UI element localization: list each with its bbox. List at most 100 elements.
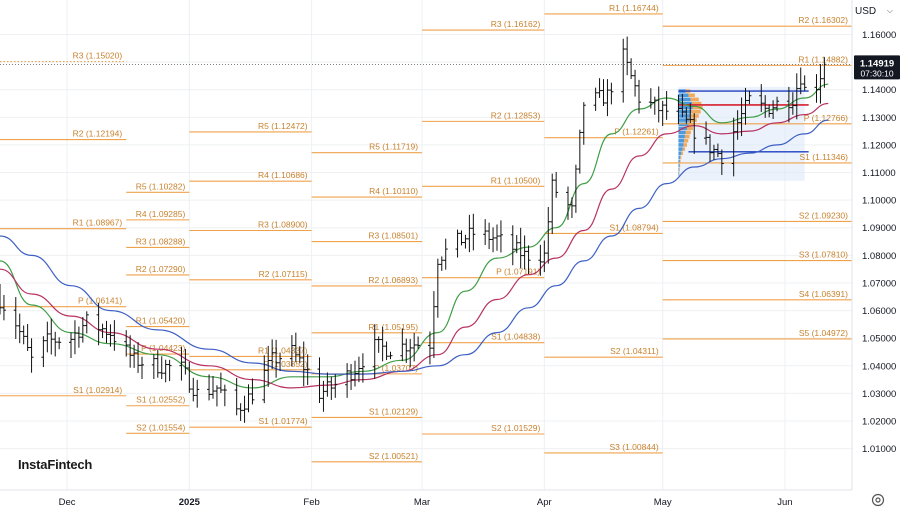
price-tick-label: 1.08000	[862, 251, 896, 262]
pivot-label: R3 (1.08501)	[368, 231, 418, 241]
volume-profile-row-up	[678, 168, 679, 172]
currency-select[interactable]: USD ⌵	[852, 2, 896, 20]
volume-profile-row-up	[678, 151, 681, 155]
pivot-label: S1 (1.02552)	[136, 395, 185, 405]
time-tick-label: 2025	[179, 497, 201, 508]
time-tick-label: Feb	[303, 497, 319, 508]
pivot-label: S1 (1.02129)	[369, 406, 418, 416]
time-axis: Dec 2025 Feb Mar Apr May Jun	[0, 490, 900, 510]
currency-label: USD	[855, 6, 876, 17]
grid	[0, 0, 852, 490]
volume-profile-row-down	[686, 131, 691, 135]
time-tick-label: Jun	[777, 497, 792, 508]
time-tick-label: Dec	[59, 497, 76, 508]
volume-profile-row-up	[678, 139, 684, 143]
pivot-label: S2 (1.01554)	[136, 422, 185, 432]
volume-profile-row-up	[678, 135, 684, 139]
price-axis: 1.160001.150001.140001.130001.120001.110…	[852, 0, 900, 510]
time-tick-label: Mar	[414, 497, 430, 508]
pivot-label: R1 (1.08967)	[73, 218, 123, 228]
pivot-label: P (1.12766)	[804, 113, 848, 123]
time-tick-label: Apr	[537, 497, 552, 508]
price-tick-label: 1.06000	[862, 306, 896, 317]
pivot-label: R3 (1.15020)	[73, 51, 123, 61]
price-tick-label: 1.11000	[862, 168, 896, 179]
chevron-down-icon: ⌵	[887, 6, 893, 16]
pivot-label: R1 (1.04337)	[258, 345, 308, 355]
volume-profile-row-down	[680, 156, 681, 160]
price-tick-label: 1.13000	[862, 113, 896, 124]
price-tick-label: 1.10000	[862, 196, 896, 207]
settings-button[interactable]	[871, 493, 885, 507]
volume-profile-row-up	[678, 147, 682, 151]
volume-profile-row-down	[681, 151, 683, 155]
volume-profile-row-down	[691, 110, 700, 114]
pivot-label: R1 (1.10500)	[491, 175, 541, 185]
volume-profile-row-down	[688, 93, 694, 97]
pivot-label: R3 (1.08900)	[258, 220, 308, 230]
volume-profile-row-down	[680, 164, 681, 168]
pivot-label: S1 (1.04838)	[491, 332, 540, 342]
time-tick-label: May	[654, 497, 672, 508]
volume-profile-row-up	[678, 172, 679, 176]
pivot-label: R1 (1.16744)	[609, 3, 659, 13]
pivot-label: S1 (1.01774)	[258, 416, 307, 426]
volume-profile-row-down	[685, 135, 690, 139]
pivot-label: R4 (1.10110)	[369, 186, 418, 196]
volume-profile-row-down	[691, 98, 699, 102]
pivot-label: R5 (1.11719)	[369, 142, 418, 152]
pivot-label: R2 (1.12853)	[491, 110, 541, 120]
pivot-label: S2 (1.04311)	[610, 346, 659, 356]
pivot-label: P (1.06141)	[78, 296, 122, 306]
pivot-label: R1 (1.05420)	[136, 316, 186, 326]
pivot-label: R3 (1.08288)	[136, 236, 186, 246]
pivot-label: S3 (1.00844)	[610, 442, 659, 452]
price-tick-label: 1.14000	[862, 85, 896, 96]
pivot-label: R2 (1.07115)	[259, 269, 308, 279]
pivot-label: R2 (1.12194)	[73, 129, 123, 139]
pivot-label: P (1.07191)	[496, 267, 540, 277]
time-axis-background	[0, 490, 900, 510]
pivot-label: R5 (1.10282)	[136, 181, 186, 191]
price-tick-label: 1.07000	[862, 278, 896, 289]
volume-profile-row-down	[683, 143, 687, 147]
pivot-label: R2 (1.06893)	[368, 275, 418, 285]
pivot-label: R2 (1.07290)	[136, 264, 186, 274]
pivot-label: S4 (1.06391)	[799, 289, 848, 299]
pivot-label: R1 (1.14882)	[798, 54, 848, 64]
pivot-label: R1 (1.05195)	[368, 322, 418, 332]
pivot-label: R5 (1.12472)	[258, 121, 308, 131]
price-tick-label: 1.16000	[862, 30, 896, 41]
pivot-label: S1 (1.11346)	[799, 152, 848, 162]
price-tick-label: 1.03000	[862, 389, 896, 400]
countdown-timer: 07:30:10	[860, 68, 893, 78]
pivot-label: S1 (1.02914)	[73, 385, 122, 395]
volume-profile-row-down	[684, 139, 688, 143]
pivot-label: S2 (1.09230)	[799, 210, 848, 220]
volume-profile-row-up	[678, 143, 683, 147]
pivot-label: R2 (1.16302)	[798, 15, 848, 25]
pivot-label: R4 (1.10686)	[258, 170, 308, 180]
volume-profile-row-down	[687, 127, 693, 131]
price-tick-label: 1.09000	[862, 223, 896, 234]
volume-profile-row-down	[683, 147, 685, 151]
pivot-label: R4 (1.09285)	[136, 209, 186, 219]
gear-icon	[871, 493, 885, 507]
pivot-label: R3 (1.16162)	[491, 19, 541, 29]
price-tick-label: 1.04000	[862, 361, 896, 372]
price-tick-label: 1.05000	[862, 334, 896, 345]
volume-profile-row-up	[678, 131, 685, 135]
pivot-label: S3 (1.07810)	[799, 250, 848, 260]
pivot-label: S1 (1.08794)	[610, 222, 659, 232]
volume-profile-row-up	[678, 156, 680, 160]
pivot-label: S2 (1.01529)	[491, 423, 540, 433]
price-tick-label: 1.02000	[862, 416, 896, 427]
brand-logo: InstaFintech	[18, 457, 92, 472]
volume-profile-row-up	[678, 93, 688, 97]
price-tick-label: 1.01000	[862, 444, 896, 455]
pivot-label: S2 (1.00521)	[369, 451, 418, 461]
price-tick-label: 1.12000	[862, 140, 896, 151]
pivot-label: S5 (1.04972)	[799, 328, 848, 338]
